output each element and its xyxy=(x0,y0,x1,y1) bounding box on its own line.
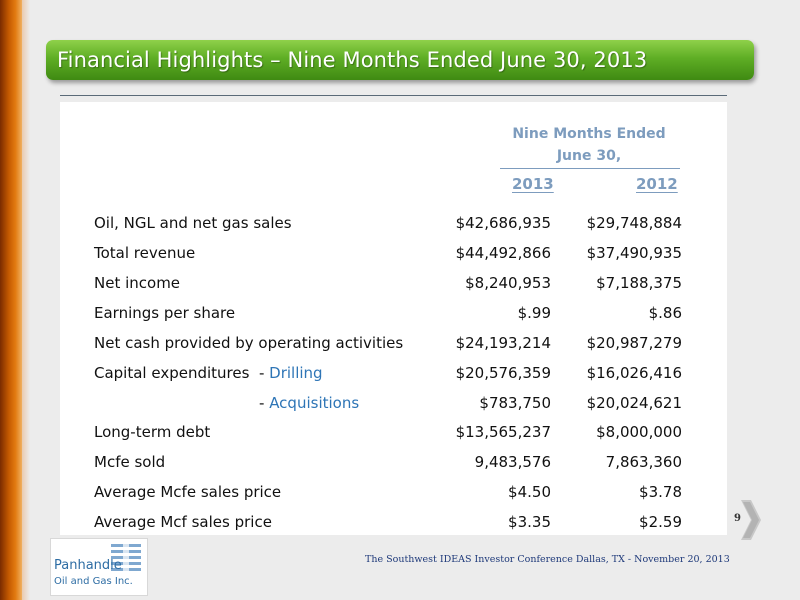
column-group-header-line1: Nine Months Ended xyxy=(512,126,666,142)
table-row: Net cash provided by operating activitie… xyxy=(94,334,694,364)
table-panel xyxy=(60,102,727,535)
logo-subname: Oil and Gas Inc. xyxy=(54,576,133,587)
row-sublabel: Drilling xyxy=(269,364,323,382)
left-accent-bar xyxy=(0,0,30,600)
value-2013: $20,576,359 xyxy=(455,364,551,382)
table-row: Average Mcf sales price $3.35 $2.59 xyxy=(94,513,694,543)
row-sublabel: Acquisitions xyxy=(269,394,360,412)
row-label: Oil, NGL and net gas sales xyxy=(94,214,292,232)
value-2013: $42,686,935 xyxy=(455,214,551,232)
table-row: Earnings per share $.99 $.86 xyxy=(94,304,694,334)
row-label: Earnings per share xyxy=(94,304,236,322)
value-2013: $783,750 xyxy=(479,394,551,412)
slide-title: Financial Highlights – Nine Months Ended… xyxy=(57,48,648,72)
row-label: Total revenue xyxy=(94,244,196,262)
footer-caption: The Southwest IDEAS Investor Conference … xyxy=(365,554,730,565)
table-row: Net income $8,240,953 $7,188,375 xyxy=(94,274,694,304)
row-label: - Acquisitions xyxy=(94,394,359,412)
value-2012: $3.78 xyxy=(639,483,682,501)
value-2012: $29,748,884 xyxy=(586,214,682,232)
value-2012: $7,188,375 xyxy=(596,274,682,292)
title-banner: Financial Highlights – Nine Months Ended… xyxy=(46,40,754,80)
row-label: Net cash provided by operating activitie… xyxy=(94,334,404,352)
column-group-header-line2: June 30, xyxy=(556,148,622,164)
column-group-underline xyxy=(500,168,680,169)
value-2013: $44,492,866 xyxy=(455,244,551,262)
value-2012: $2.59 xyxy=(639,513,682,531)
row-label-prefix: Capital expenditures - xyxy=(94,364,270,382)
title-divider xyxy=(60,95,727,96)
row-label: Long-term debt xyxy=(94,423,211,441)
value-2013: 9,483,576 xyxy=(474,453,551,471)
row-label: Average Mcfe sales price xyxy=(94,483,282,501)
value-2012: $20,987,279 xyxy=(586,334,682,352)
chevron-right-icon[interactable] xyxy=(739,498,763,542)
value-2013: $3.35 xyxy=(508,513,551,531)
table-row: Total revenue $44,492,866 $37,490,935 xyxy=(94,244,694,274)
column-header-2012: 2012 xyxy=(636,175,678,193)
company-logo: Panhandle Oil and Gas Inc. xyxy=(50,538,148,596)
logo-name: Panhandle xyxy=(54,558,122,573)
value-2012: $37,490,935 xyxy=(586,244,682,262)
value-2013: $24,193,214 xyxy=(455,334,551,352)
table-row: Mcfe sold 9,483,576 7,863,360 xyxy=(94,453,694,483)
row-label: Capital expenditures - Drilling xyxy=(94,364,323,382)
row-label: Net income xyxy=(94,274,181,292)
value-2013: $8,240,953 xyxy=(465,274,551,292)
logo-mark-icon xyxy=(111,542,141,578)
value-2013: $.99 xyxy=(517,304,551,322)
value-2013: $4.50 xyxy=(508,483,551,501)
column-group-header: Nine Months Ended June 30, xyxy=(497,123,681,167)
table-row: Oil, NGL and net gas sales $42,686,935 $… xyxy=(94,214,694,244)
table-row: Long-term debt $13,565,237 $8,000,000 xyxy=(94,423,694,453)
value-2013: $13,565,237 xyxy=(455,423,551,441)
row-label: Mcfe sold xyxy=(94,453,166,471)
row-label: Average Mcf sales price xyxy=(94,513,272,531)
table-row: - Acquisitions $783,750 $20,024,621 xyxy=(94,394,694,424)
value-2012: $.86 xyxy=(648,304,682,322)
value-2012: $16,026,416 xyxy=(586,364,682,382)
value-2012: 7,863,360 xyxy=(605,453,682,471)
column-header-2013: 2013 xyxy=(512,175,554,193)
page-number: 9 xyxy=(734,513,741,524)
value-2012: $20,024,621 xyxy=(586,394,682,412)
row-label-prefix: - xyxy=(259,394,270,412)
table-row: Capital expenditures - Drilling $20,576,… xyxy=(94,364,694,394)
value-2012: $8,000,000 xyxy=(596,423,682,441)
table-row: Average Mcfe sales price $4.50 $3.78 xyxy=(94,483,694,513)
